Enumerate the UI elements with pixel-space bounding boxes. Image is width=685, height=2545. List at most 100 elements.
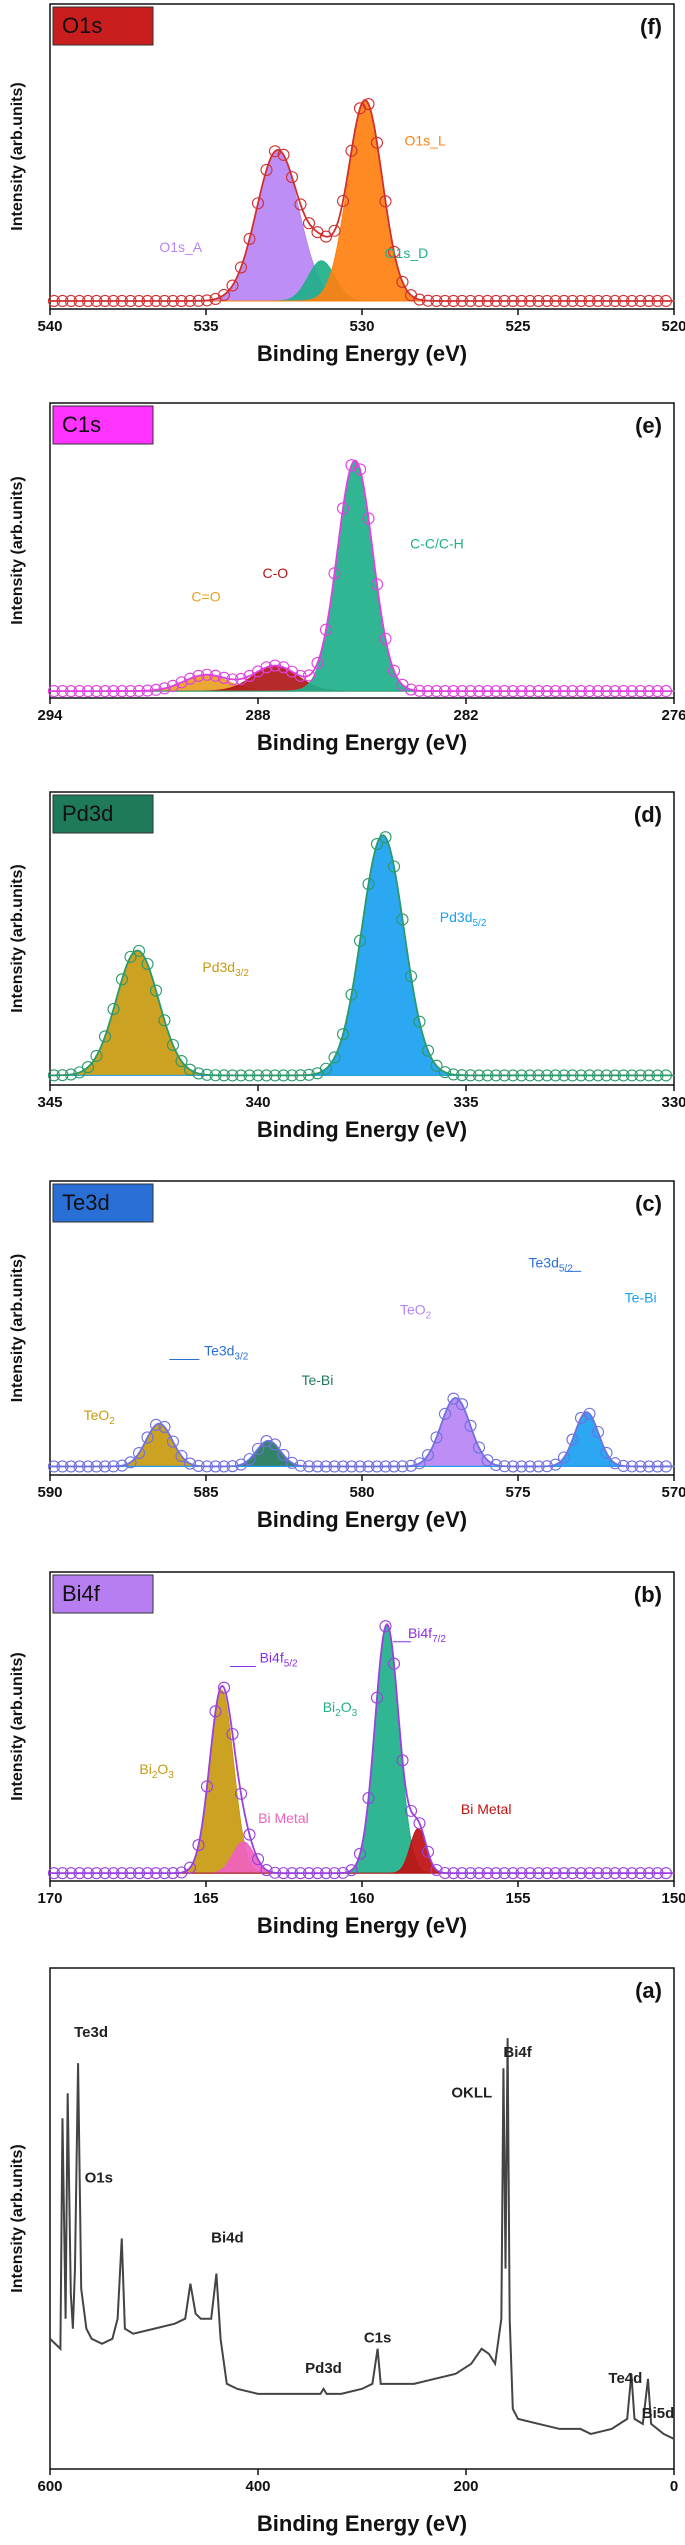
x-axis-title: Binding Energy (eV): [257, 1913, 467, 1938]
y-axis-title: Intensity (arb.units): [9, 476, 26, 624]
label-text: Te3d: [529, 1254, 559, 1270]
x-tick-label: 535: [193, 318, 218, 335]
panel-tag-box: [52, 6, 154, 46]
label-text: Te3d: [74, 2024, 108, 2041]
panel-tag: C1s: [62, 412, 101, 437]
label-text: Te4d: [608, 2370, 642, 2387]
panel-letter: (c): [635, 1191, 662, 1216]
x-axis-title: Binding Energy (eV): [257, 2511, 467, 2536]
fit-envelope: [50, 1623, 674, 1875]
peak-label: Te-Bi: [625, 1289, 657, 1305]
x-tick-label: 282: [453, 707, 478, 724]
fit-peak: [49, 99, 675, 302]
label-subscript: 2: [335, 1708, 341, 1719]
x-tick-label: 590: [37, 1484, 62, 1501]
x-tick-label: 400: [245, 2478, 270, 2495]
x-tick-label: 345: [37, 1094, 62, 1111]
x-tick-label: 570: [661, 1484, 685, 1501]
label-text: Bi: [139, 1760, 151, 1776]
x-tick-label: 520: [661, 318, 685, 335]
panel-tag: Te3d: [62, 1190, 110, 1215]
x-tick-label: 530: [349, 318, 374, 335]
plot-frame: [49, 1967, 675, 2470]
label-text: O1s: [85, 2169, 113, 2186]
label-subscript: 2: [109, 1416, 115, 1427]
x-tick-label: 525: [505, 318, 530, 335]
plot-frame: [49, 1571, 675, 1882]
x-tick-label: 165: [193, 1890, 218, 1907]
peak-label: TeO2: [400, 1301, 432, 1321]
panel-tag-box: [52, 1183, 154, 1223]
label-text: Te-Bi: [625, 1289, 657, 1305]
label-text: Pd3d: [202, 959, 235, 975]
peak-label: Pd3d3/2: [202, 959, 249, 979]
fit-peak: [50, 1623, 674, 1874]
label-text: Bi: [323, 1699, 335, 1715]
label-subscript: 5/2: [473, 918, 487, 929]
peak-label: Pd3d5/2: [440, 909, 487, 929]
panel-letter: (b): [634, 1582, 662, 1607]
peak-annotation: Bi4d: [211, 2230, 244, 2247]
annotation-label: Bi4f7/2: [408, 1625, 446, 1645]
label-text: C=O: [191, 588, 220, 604]
peak-label: Bi Metal: [258, 1810, 309, 1826]
label-subscript: 5/2: [559, 1263, 573, 1274]
x-tick-label: 600: [37, 2478, 62, 2495]
label-subscript: 2: [426, 1311, 432, 1322]
peak-label: O1s_D: [385, 245, 429, 261]
x-tick-label: 585: [193, 1484, 218, 1501]
label-text: Bi4f: [408, 1625, 432, 1641]
label-subscript: 7/2: [432, 1634, 446, 1645]
label-subscript: 3/2: [235, 968, 249, 979]
y-axis-title: Intensity (arb.units): [9, 1652, 26, 1800]
peak-label: Bi2O3: [139, 1760, 174, 1780]
x-tick-label: 150: [661, 1890, 685, 1907]
y-axis-title: Intensity (arb.units): [9, 82, 26, 230]
raw-data-points: [47, 459, 673, 698]
label-text: O1s_L: [404, 132, 445, 148]
peak-label: O1s_A: [159, 239, 202, 255]
survey-line: [49, 2038, 675, 2440]
peak-annotation: Pd3d: [305, 2360, 342, 2377]
panel-tag-box: [52, 794, 154, 834]
x-tick-label: 0: [670, 2478, 678, 2495]
peak-label: C-O: [262, 565, 288, 581]
x-tick-label: 155: [505, 1890, 530, 1907]
label-text: Pd3d: [440, 909, 473, 925]
peak-label: TeO2: [84, 1407, 116, 1427]
x-axis-title: Binding Energy (eV): [257, 1507, 467, 1532]
x-tick-label: 335: [453, 1094, 478, 1111]
label-subscript: 2: [152, 1770, 158, 1781]
label-text: O1s_A: [159, 239, 202, 255]
label-subscript: 3: [352, 1708, 358, 1719]
raw-data-points: [47, 1392, 673, 1473]
label-text: OKLL: [451, 2084, 492, 2101]
y-axis-title: Intensity (arb.units): [9, 1254, 26, 1402]
peak-label: Bi2O3: [323, 1699, 358, 1719]
label-text: Te-Bi: [301, 1372, 333, 1388]
panel-tag-box: [52, 405, 154, 445]
peak-label: Bi Metal: [461, 1801, 512, 1817]
x-tick-label: 294: [37, 707, 63, 724]
label-subscript: 3/2: [234, 1352, 248, 1363]
label-text: Bi Metal: [258, 1810, 309, 1826]
panel-letter: (f): [640, 14, 662, 39]
annotation-label: Te3d5/2: [529, 1254, 574, 1274]
panel-letter: (e): [635, 413, 662, 438]
peak-annotation: C1s: [364, 2330, 392, 2347]
x-tick-label: 160: [349, 1890, 374, 1907]
y-axis-title: Intensity (arb.units): [9, 864, 26, 1012]
panel-tag-box: [52, 1574, 154, 1614]
peak-annotation: Bi5d: [642, 2405, 675, 2422]
annotation-label: Bi4f5/2: [260, 1649, 298, 1669]
label-text: O: [157, 1760, 168, 1776]
x-tick-label: 340: [245, 1094, 270, 1111]
plot-frame: [49, 791, 675, 1086]
fit-peak: [49, 460, 675, 692]
label-text: Bi4f: [260, 1649, 284, 1665]
label-text: Bi4f: [503, 2044, 532, 2061]
panel-tag: O1s: [62, 13, 102, 38]
plot-frame: [49, 402, 675, 699]
raw-data-points: [47, 98, 673, 307]
